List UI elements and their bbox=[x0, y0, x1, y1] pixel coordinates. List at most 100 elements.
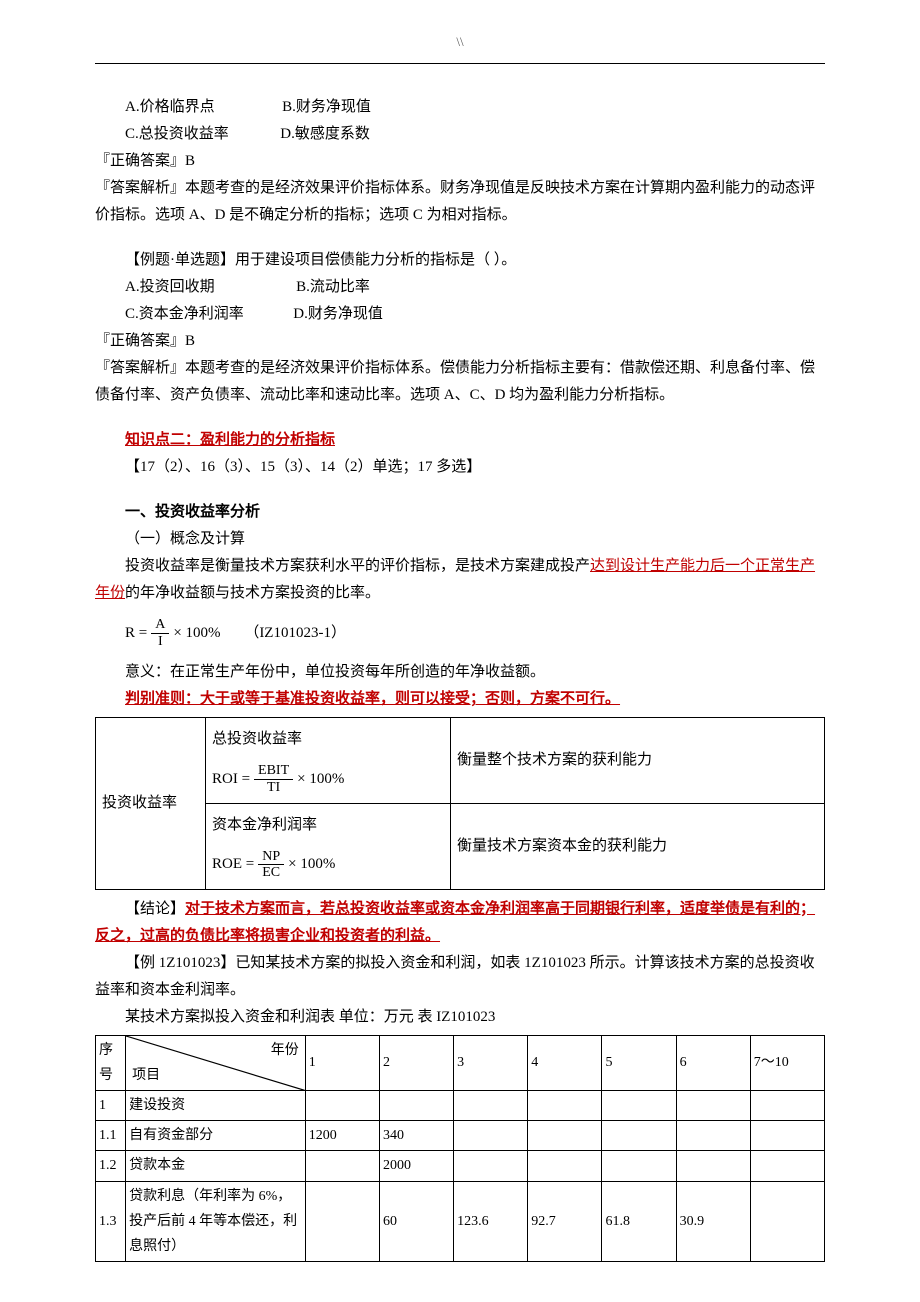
roe-den: EC bbox=[258, 865, 284, 880]
sec1-p2: 意义：在正常生产年份中，单位投资每年所创造的年净收益额。 bbox=[95, 659, 825, 686]
t2-r4-c7 bbox=[750, 1181, 824, 1262]
formula-R-block: R = A I × 100% （IZ101023-1） bbox=[95, 617, 825, 649]
t2-r1-item: 建设投资 bbox=[126, 1091, 306, 1121]
t2-r3-c5 bbox=[602, 1151, 676, 1181]
t2-r2-c7 bbox=[750, 1121, 824, 1151]
t2-r1-c6 bbox=[676, 1091, 750, 1121]
t2-r3-c1 bbox=[305, 1151, 379, 1181]
q1-opt-a: A.价格临界点 bbox=[125, 99, 215, 115]
t2-r2-c1: 1200 bbox=[305, 1121, 379, 1151]
t2-r4-c2: 60 bbox=[379, 1181, 453, 1262]
t2-r3-c6 bbox=[676, 1151, 750, 1181]
t2-r1-c3 bbox=[454, 1091, 528, 1121]
q1-opt-b: B.财务净现值 bbox=[282, 99, 371, 115]
example-label: 【例 1Z101023】 bbox=[125, 955, 235, 971]
t2-h-item: 年份 项目 bbox=[126, 1035, 306, 1090]
t2-r1-c4 bbox=[528, 1091, 602, 1121]
t1-roe-name: 资本金净利润率 bbox=[212, 812, 444, 839]
roi-lhs: ROI = bbox=[212, 766, 250, 793]
roi-tail: × 100% bbox=[297, 766, 344, 793]
sec1-rule-label: 判别准则： bbox=[125, 691, 200, 707]
t2-r3-c4 bbox=[528, 1151, 602, 1181]
example-stem: 【例 1Z101023】已知某技术方案的拟投入资金和利润，如表 1Z101023… bbox=[95, 950, 825, 1004]
q2-opt-a: A.投资回收期 bbox=[125, 279, 215, 295]
sec1-p1: 投资收益率是衡量技术方案获利水平的评价指标，是技术方案建成投产达到设计生产能力后… bbox=[95, 553, 825, 607]
t1-rowspan-label: 投资收益率 bbox=[96, 718, 206, 890]
q2-explanation: 『答案解析』本题考查的是经济效果评价指标体系。偿债能力分析指标主要有：借款偿还期… bbox=[95, 355, 825, 409]
t2-r1-seq: 1 bbox=[96, 1091, 126, 1121]
t2-h-y4: 4 bbox=[528, 1035, 602, 1090]
q2-stem: 【例题·单选题】用于建设项目偿债能力分析的指标是（ ）。 bbox=[95, 247, 825, 274]
formula-R-tail: × 100% bbox=[173, 620, 220, 647]
conclusion-text: 对于技术方案而言，若总投资收益率或资本金净利润率高于同期银行利率，适度举债是有利… bbox=[95, 901, 815, 944]
t2-r2-c2: 340 bbox=[379, 1121, 453, 1151]
t2-h-seq: 序号 bbox=[96, 1035, 126, 1090]
q2-opt-d: D.财务净现值 bbox=[293, 306, 383, 322]
formula-R-num: A bbox=[151, 617, 169, 633]
t1-roe-cell: 资本金净利润率 ROE = NP EC × 100% bbox=[206, 803, 451, 889]
table2-title: 某技术方案拟投入资金和利润表 单位：万元 表 IZ101023 bbox=[95, 1004, 825, 1031]
kp2-refs: 【17（2）、16（3）、15（3）、14（2）单选；17 多选】 bbox=[95, 454, 825, 481]
t2-h-y6: 6 bbox=[676, 1035, 750, 1090]
t2-r2-c5 bbox=[602, 1121, 676, 1151]
q1-opt-c: C.总投资收益率 bbox=[125, 126, 229, 142]
t2-h-y5: 5 bbox=[602, 1035, 676, 1090]
t2-r2-seq: 1.1 bbox=[96, 1121, 126, 1151]
t2-h-y7: 7～10 bbox=[750, 1035, 824, 1090]
t1-roi-cell: 总投资收益率 ROI = EBIT TI × 100% bbox=[206, 718, 451, 804]
header-rule bbox=[95, 63, 825, 64]
conclusion: 【结论】对于技术方案而言，若总投资收益率或资本金净利润率高于同期银行利率，适度举… bbox=[95, 896, 825, 950]
q1-options: A.价格临界点 B.财务净现值 bbox=[95, 94, 825, 121]
q2-exp-label: 『答案解析』 bbox=[95, 360, 185, 376]
q2-exp-text: 本题考查的是经济效果评价指标体系。偿债能力分析指标主要有：借款偿还期、利息备付率… bbox=[95, 360, 815, 403]
t1-roi-desc: 衡量整个技术方案的获利能力 bbox=[451, 718, 825, 804]
t2-h-y2: 2 bbox=[379, 1035, 453, 1090]
t2-r3-c3 bbox=[454, 1151, 528, 1181]
sec1-rule: 判别准则：大于或等于基准投资收益率，则可以接受；否则，方案不可行。 bbox=[95, 686, 825, 713]
q1-opt-d: D.敏感度系数 bbox=[280, 126, 370, 142]
q2-label: 【例题·单选题】 bbox=[125, 252, 235, 268]
formula-R-note: （IZ101023-1） bbox=[244, 625, 346, 641]
q2-answer: 『正确答案』B bbox=[95, 328, 825, 355]
kp2-title: 知识点二：盈利能力的分析指标 bbox=[95, 427, 825, 454]
t2-r3-seq: 1.2 bbox=[96, 1151, 126, 1181]
t2-r4-c5: 61.8 bbox=[602, 1181, 676, 1262]
t2-row-1: 1 建设投资 bbox=[96, 1091, 825, 1121]
t1-roi-name: 总投资收益率 bbox=[212, 726, 444, 753]
t2-h-item-label: 项目 bbox=[132, 1063, 160, 1088]
t2-row-2: 1.1 自有资金部分 1200 340 bbox=[96, 1121, 825, 1151]
formula-R-lhs: R = bbox=[125, 620, 147, 647]
t2-h-year-label: 年份 bbox=[271, 1038, 299, 1063]
roi-roe-table: 投资收益率 总投资收益率 ROI = EBIT TI × 100% 衡量整个技术… bbox=[95, 717, 825, 890]
t2-r3-c2: 2000 bbox=[379, 1151, 453, 1181]
t2-r1-c1 bbox=[305, 1091, 379, 1121]
roi-formula: ROI = EBIT TI × 100% bbox=[212, 763, 344, 795]
t2-r3-c7 bbox=[750, 1151, 824, 1181]
t2-r4-c6: 30.9 bbox=[676, 1181, 750, 1262]
page-header-marker: \\ bbox=[95, 30, 825, 53]
kp2-title-text: 知识点二：盈利能力的分析指标 bbox=[125, 432, 335, 448]
t2-h-y1: 1 bbox=[305, 1035, 379, 1090]
t2-r4-c3: 123.6 bbox=[454, 1181, 528, 1262]
roe-tail: × 100% bbox=[288, 851, 335, 878]
q2-opt-c: C.资本金净利润率 bbox=[125, 306, 244, 322]
investment-table: 序号 年份 项目 1 2 3 4 5 6 7～10 1 建设投资 1.1 自有资… bbox=[95, 1035, 825, 1263]
q2-options-2: C.资本金净利润率 D.财务净现值 bbox=[95, 301, 825, 328]
t2-header-row: 序号 年份 项目 1 2 3 4 5 6 7～10 bbox=[96, 1035, 825, 1090]
q1-exp-text: 本题考查的是经济效果评价指标体系。财务净现值是反映技术方案在计算期内盈利能力的动… bbox=[95, 180, 815, 223]
t2-r4-item: 贷款利息（年利率为 6%，投产后前 4 年等本偿还，利息照付） bbox=[126, 1181, 306, 1262]
t2-row-3: 1.2 贷款本金 2000 bbox=[96, 1151, 825, 1181]
q1-options-2: C.总投资收益率 D.敏感度系数 bbox=[95, 121, 825, 148]
roe-formula: ROE = NP EC × 100% bbox=[212, 849, 335, 881]
sec1-p1a: 投资收益率是衡量技术方案获利水平的评价指标，是技术方案建成投产 bbox=[125, 558, 590, 574]
t2-r1-c7 bbox=[750, 1091, 824, 1121]
t2-r3-item: 贷款本金 bbox=[126, 1151, 306, 1181]
q2-opt-b: B.流动比率 bbox=[296, 279, 370, 295]
t2-r2-c6 bbox=[676, 1121, 750, 1151]
t2-r4-seq: 1.3 bbox=[96, 1181, 126, 1262]
t2-r2-c4 bbox=[528, 1121, 602, 1151]
t2-r2-item: 自有资金部分 bbox=[126, 1121, 306, 1151]
formula-R-den: I bbox=[154, 634, 167, 649]
roi-den: TI bbox=[263, 780, 284, 795]
q1-answer: 『正确答案』B bbox=[95, 148, 825, 175]
